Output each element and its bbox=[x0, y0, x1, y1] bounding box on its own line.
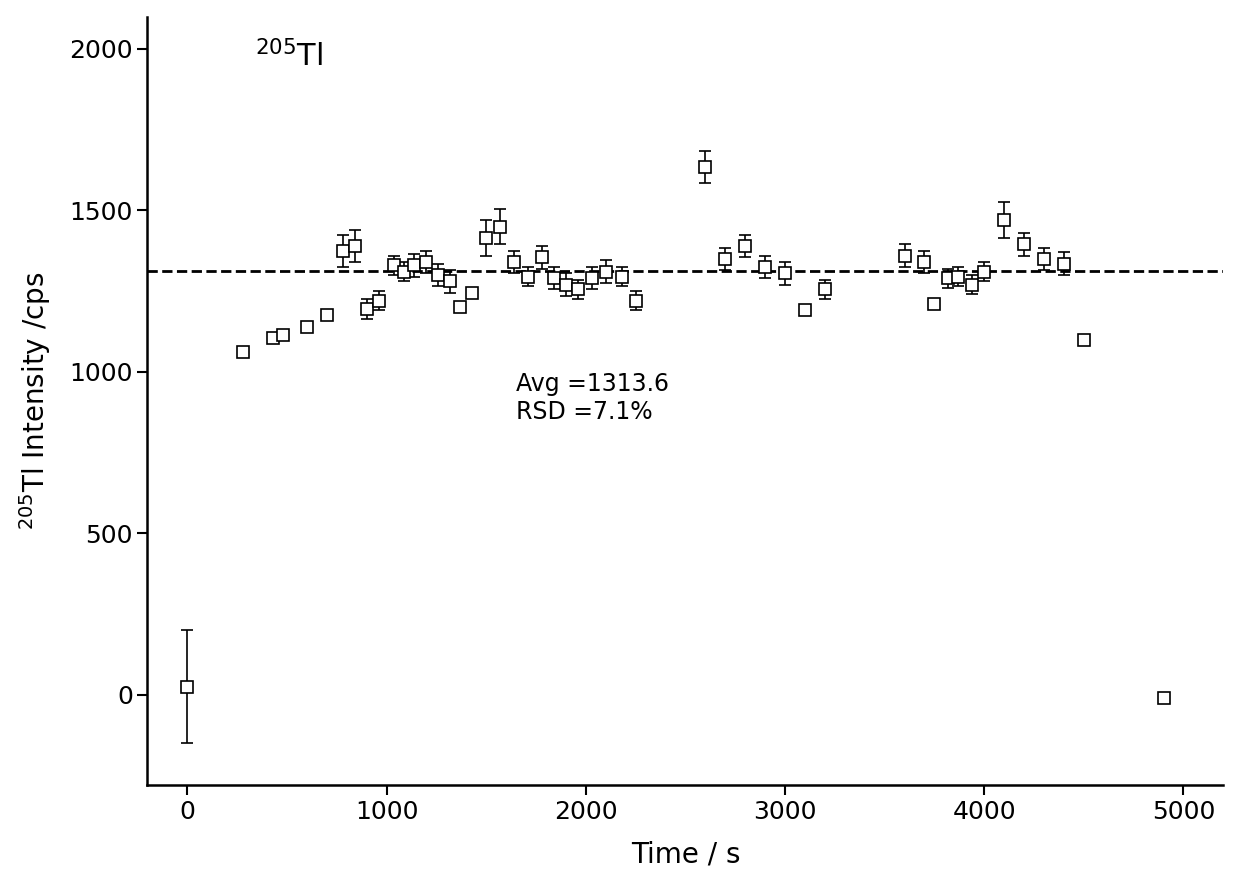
Y-axis label: $^{205}$Tl Intensity /cps: $^{205}$Tl Intensity /cps bbox=[16, 272, 52, 530]
X-axis label: Time / s: Time / s bbox=[631, 841, 740, 868]
Text: Avg =1313.6
RSD =7.1%: Avg =1313.6 RSD =7.1% bbox=[516, 372, 670, 424]
Text: $^{205}$Tl: $^{205}$Tl bbox=[255, 40, 324, 73]
